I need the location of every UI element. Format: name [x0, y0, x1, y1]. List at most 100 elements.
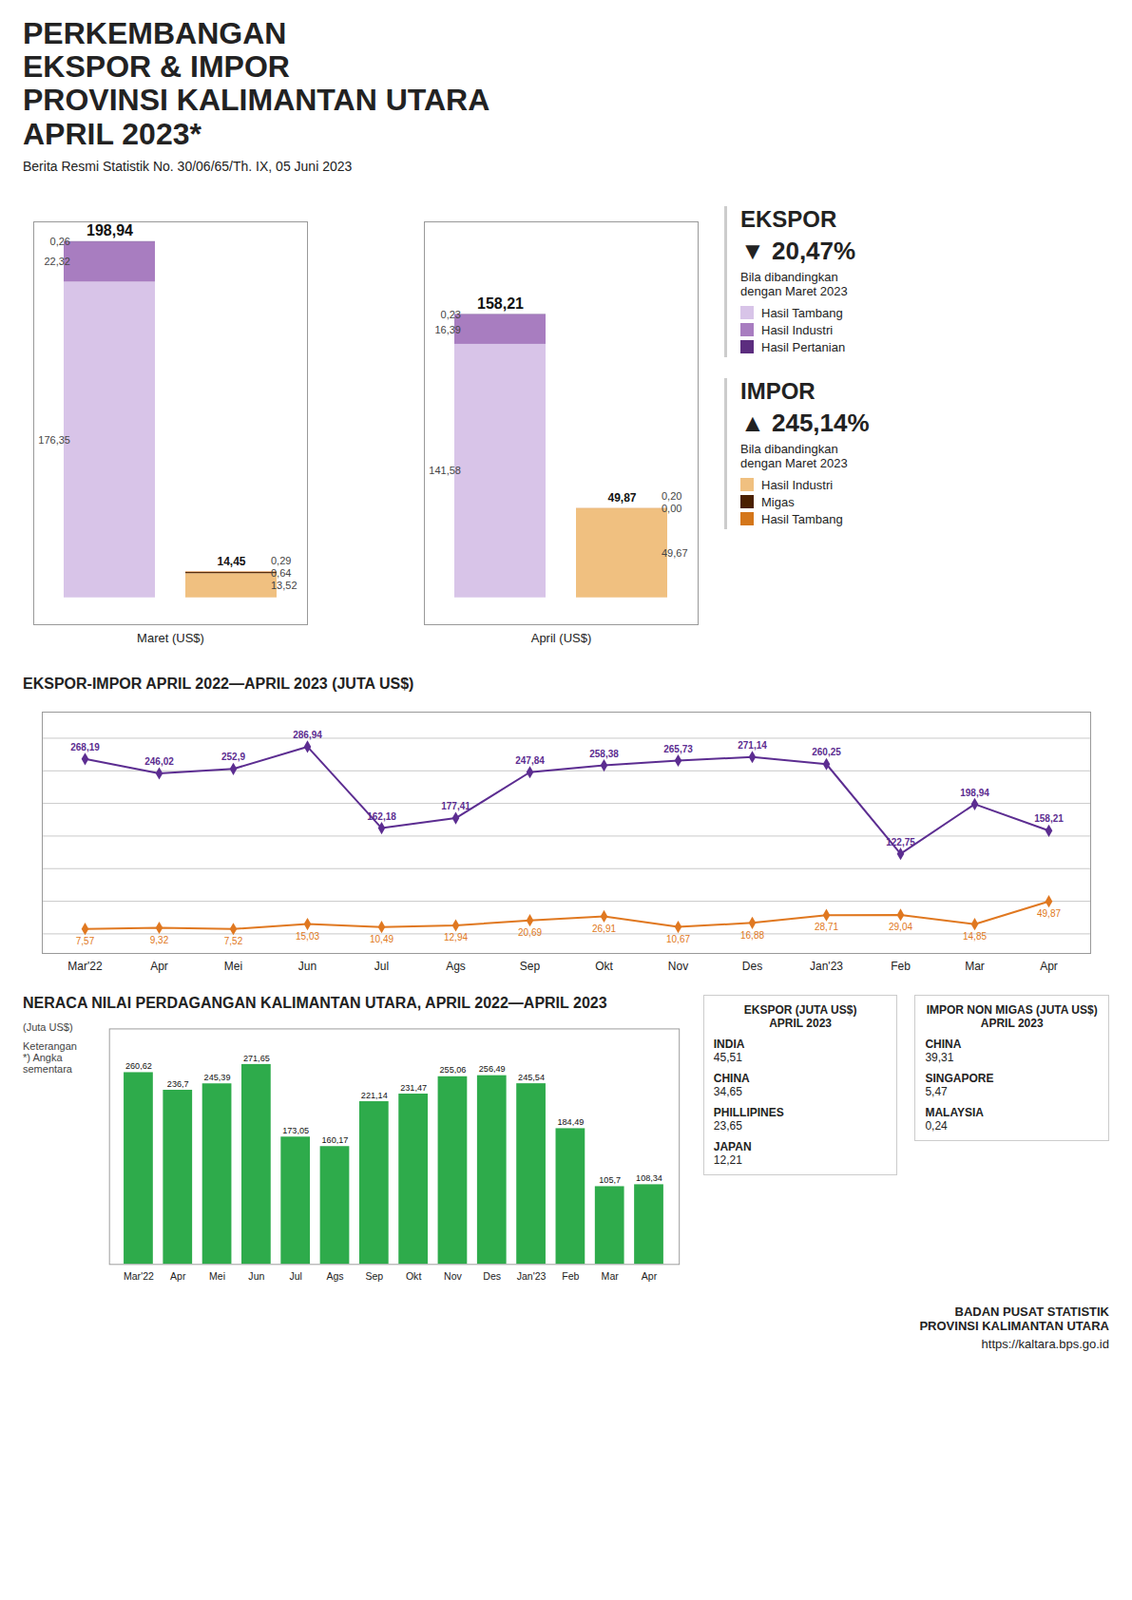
- svg-text:231,47: 231,47: [400, 1082, 427, 1093]
- svg-text:247,84: 247,84: [515, 755, 545, 767]
- html-text:▲ 245,14%: ▲ 245,14%: [740, 408, 870, 438]
- svg-text:108,34: 108,34: [635, 1173, 663, 1184]
- svg-text:177,41: 177,41: [441, 801, 471, 812]
- svg-text:Mar: Mar: [600, 1270, 619, 1283]
- svg-text:184,49: 184,49: [556, 1117, 584, 1128]
- html-text:EKSPOR (JUTA US$) APRIL 2023: EKSPOR (JUTA US$) APRIL 2023: [743, 1003, 857, 1031]
- svg-text:160,17: 160,17: [321, 1135, 348, 1146]
- svg-text:Mar'22: Mar'22: [67, 959, 103, 974]
- svg-text:0,23: 0,23: [441, 308, 461, 321]
- svg-text:122,75: 122,75: [885, 837, 916, 848]
- svg-text:105,7: 105,7: [598, 1175, 621, 1186]
- svg-text:7,57: 7,57: [76, 936, 96, 947]
- svg-text:0,00: 0,00: [661, 502, 682, 515]
- svg-text:198,94: 198,94: [86, 222, 134, 239]
- svg-text:286,94: 286,94: [292, 729, 323, 741]
- html-text:Bila dibandingkan dengan Maret: Bila dibandingkan dengan Maret 2023: [740, 441, 848, 471]
- svg-text:198,94: 198,94: [959, 786, 990, 798]
- html-text:NERACA NILAI PERDAGANGAN KALIM: NERACA NILAI PERDAGANGAN KALIMANTAN UTAR…: [22, 994, 607, 1012]
- svg-text:271,14: 271,14: [737, 740, 768, 751]
- html-text:EKSPOR: EKSPOR: [740, 206, 837, 232]
- svg-text:10,49: 10,49: [369, 934, 394, 945]
- svg-text:49,87: 49,87: [1036, 908, 1061, 920]
- svg-text:Apr: Apr: [641, 1270, 658, 1283]
- svg-text:158,21: 158,21: [1034, 813, 1064, 825]
- svg-text:14,85: 14,85: [962, 931, 987, 942]
- svg-text:April (US$): April (US$): [531, 630, 593, 645]
- svg-text:9,32: 9,32: [150, 934, 170, 945]
- svg-text:141,58: 141,58: [428, 464, 461, 477]
- svg-text:Jul: Jul: [288, 1270, 302, 1283]
- svg-text:173,05: 173,05: [282, 1126, 309, 1136]
- svg-text:265,73: 265,73: [663, 743, 693, 754]
- svg-text:Jan'23: Jan'23: [517, 1270, 547, 1283]
- svg-text:29,04: 29,04: [888, 921, 913, 933]
- html-text:Keterangan *) Angka sementara: Keterangan *) Angka sementara: [22, 1040, 77, 1075]
- svg-text:Mei: Mei: [209, 1270, 226, 1283]
- svg-text:Sep: Sep: [519, 959, 541, 974]
- svg-text:271,65: 271,65: [243, 1053, 270, 1063]
- svg-text:Sep: Sep: [364, 1270, 384, 1283]
- svg-text:Jun: Jun: [298, 959, 317, 974]
- svg-text:245,39: 245,39: [203, 1073, 231, 1083]
- svg-text:0,29: 0,29: [270, 554, 291, 566]
- svg-text:256,49: 256,49: [479, 1064, 506, 1075]
- svg-text:162,18: 162,18: [366, 811, 397, 823]
- svg-text:Jun: Jun: [248, 1270, 265, 1283]
- svg-text:252,9: 252,9: [221, 751, 246, 763]
- svg-text:Maret (US$): Maret (US$): [136, 630, 205, 645]
- svg-text:10,67: 10,67: [666, 934, 691, 945]
- svg-text:49,87: 49,87: [607, 491, 636, 505]
- svg-text:176,35: 176,35: [38, 433, 71, 445]
- svg-text:28,71: 28,71: [814, 921, 839, 933]
- svg-text:Jan'23: Jan'23: [809, 959, 844, 974]
- svg-text:16,88: 16,88: [740, 929, 765, 941]
- svg-text:0,20: 0,20: [661, 490, 682, 502]
- svg-text:236,7: 236,7: [167, 1078, 190, 1089]
- svg-text:Jul: Jul: [374, 959, 389, 974]
- svg-text:12,94: 12,94: [443, 932, 468, 943]
- html-text:Bila dibandingkan dengan Maret: Bila dibandingkan dengan Maret 2023: [740, 269, 848, 299]
- svg-text:260,62: 260,62: [125, 1061, 153, 1072]
- svg-text:0,64: 0,64: [270, 566, 291, 578]
- svg-text:14,45: 14,45: [216, 555, 246, 569]
- svg-text:Mar: Mar: [964, 959, 985, 974]
- html-text:▼ 20,47%: ▼ 20,47%: [740, 236, 856, 265]
- html-text:IMPOR NON MIGAS (JUTA US$) APR: IMPOR NON MIGAS (JUTA US$) APRIL 2023: [926, 1003, 1098, 1031]
- svg-text:0,26: 0,26: [50, 235, 71, 248]
- svg-text:245,54: 245,54: [518, 1073, 545, 1083]
- svg-text:20,69: 20,69: [518, 927, 542, 939]
- svg-text:246,02: 246,02: [144, 756, 174, 768]
- svg-text:Des: Des: [482, 1270, 501, 1283]
- svg-text:260,25: 260,25: [811, 747, 842, 758]
- svg-text:158,21: 158,21: [477, 295, 524, 312]
- svg-text:7,52: 7,52: [224, 936, 244, 947]
- svg-text:Nov: Nov: [443, 1270, 462, 1283]
- svg-text:22,32: 22,32: [43, 255, 71, 268]
- svg-text:16,39: 16,39: [434, 323, 461, 335]
- svg-text:Ags: Ags: [326, 1270, 344, 1283]
- svg-text:Feb: Feb: [561, 1270, 579, 1283]
- svg-text:Apr: Apr: [150, 959, 169, 974]
- svg-text:26,91: 26,91: [592, 922, 616, 934]
- svg-text:255,06: 255,06: [439, 1065, 466, 1075]
- svg-text:Apr: Apr: [1039, 959, 1058, 974]
- svg-text:15,03: 15,03: [295, 931, 320, 942]
- svg-text:Ags: Ags: [445, 959, 466, 974]
- svg-text:268,19: 268,19: [70, 742, 100, 753]
- html-text:BADAN PUSAT STATISTIK PROVINSI: BADAN PUSAT STATISTIK PROVINSI KALIMANTA…: [919, 1304, 1110, 1334]
- svg-text:Apr: Apr: [170, 1270, 187, 1283]
- svg-text:Des: Des: [742, 959, 763, 974]
- svg-text:Okt: Okt: [594, 959, 614, 974]
- svg-text:13,52: 13,52: [270, 579, 298, 592]
- svg-text:Okt: Okt: [405, 1270, 422, 1283]
- svg-text:258,38: 258,38: [589, 748, 619, 759]
- svg-text:Nov: Nov: [668, 959, 689, 974]
- svg-text:49,67: 49,67: [661, 547, 689, 559]
- svg-text:221,14: 221,14: [361, 1090, 388, 1100]
- svg-text:Mar'22: Mar'22: [123, 1270, 154, 1283]
- svg-text:Feb: Feb: [890, 959, 911, 974]
- html-text:PERKEMBANGAN EKSPOR & IMPOR PR: PERKEMBANGAN EKSPOR & IMPOR PROVINSI KAL…: [22, 16, 490, 151]
- svg-text:Mei: Mei: [224, 959, 243, 974]
- html-text:IMPOR: IMPOR: [740, 378, 816, 404]
